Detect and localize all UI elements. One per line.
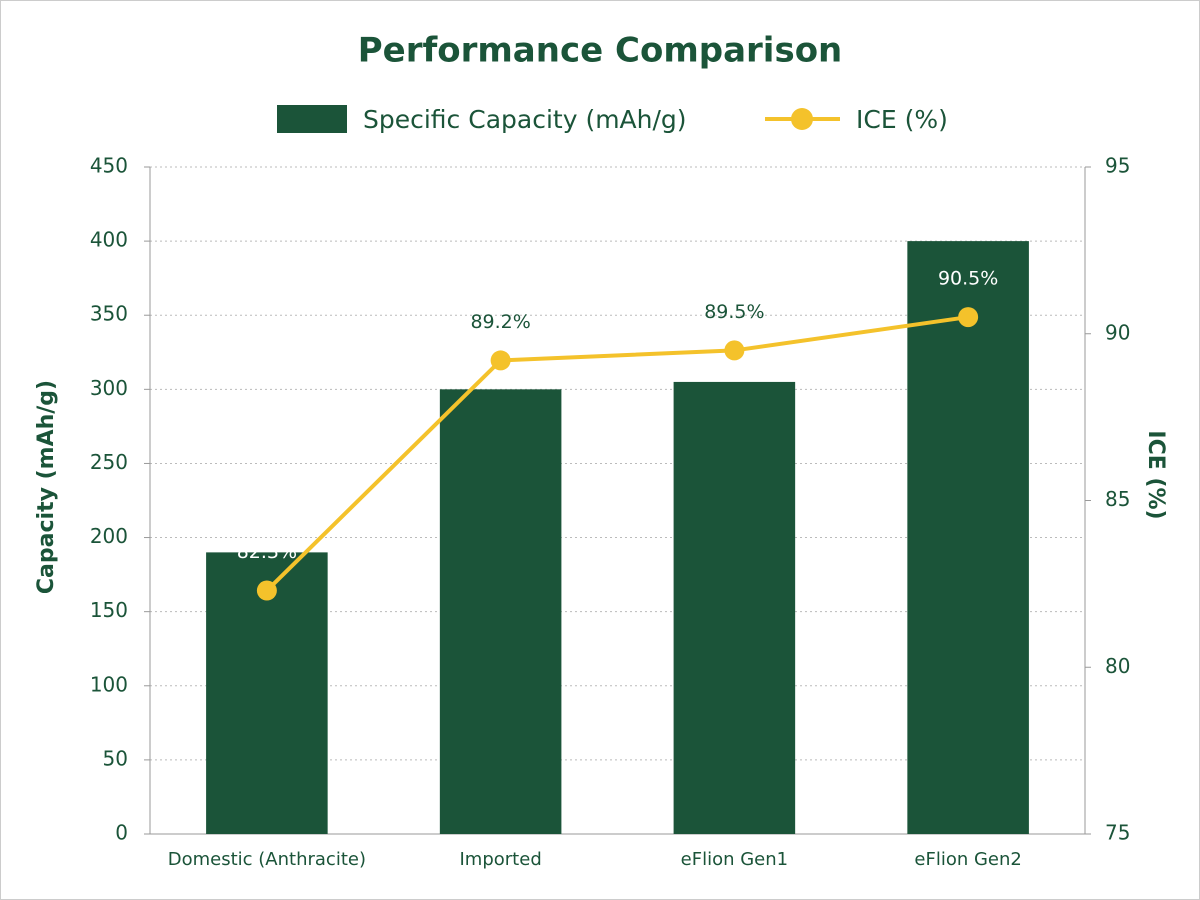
point: [490, 350, 511, 371]
chart-title: Performance Comparison: [358, 31, 843, 71]
bar: [439, 389, 562, 834]
bar: [673, 381, 796, 834]
y-tick-label: 100: [90, 672, 128, 696]
y2-tick-label: 80: [1105, 654, 1130, 678]
point: [958, 307, 979, 328]
y-tick-label: 250: [90, 450, 128, 474]
line: [265, 315, 969, 592]
y-tick-label: 50: [103, 746, 128, 770]
x-tick-label: Imported: [460, 849, 542, 870]
y-axis-label: Capacity (mAh/g): [34, 380, 59, 594]
y-tick-label: 200: [90, 524, 128, 548]
value-label: 82.3%: [237, 541, 297, 563]
point: [724, 340, 745, 361]
legend-swatch: [791, 108, 813, 130]
y2-tick-label: 95: [1105, 154, 1130, 178]
y-tick-label: 450: [90, 154, 128, 178]
legend-label: ICE (%): [856, 105, 948, 134]
bar: [907, 241, 1029, 835]
y2-tick-label: 75: [1105, 821, 1130, 845]
y-tick-label: 0: [115, 821, 128, 845]
y-tick-label: 150: [90, 598, 128, 622]
y-tick-label: 300: [90, 376, 128, 400]
x-tick-label: Domestic (Anthracite): [168, 849, 366, 870]
legend-swatch: [277, 105, 347, 133]
x-tick-label: eFlion Gen1: [681, 849, 788, 870]
point: [256, 580, 277, 601]
y-tick-label: 350: [90, 302, 128, 326]
value-label: 89.2%: [470, 311, 530, 333]
y2-axis-label: ICE (%): [1143, 430, 1168, 519]
x-tick-label: eFlion Gen2: [914, 849, 1021, 870]
legend-label: Specific Capacity (mAh/g): [363, 105, 687, 134]
value-label: 90.5%: [938, 268, 998, 290]
y2-tick-label: 90: [1105, 320, 1130, 344]
value-label: 89.5%: [704, 301, 764, 323]
y-tick-label: 400: [90, 228, 128, 252]
y2-tick-label: 85: [1105, 487, 1130, 511]
